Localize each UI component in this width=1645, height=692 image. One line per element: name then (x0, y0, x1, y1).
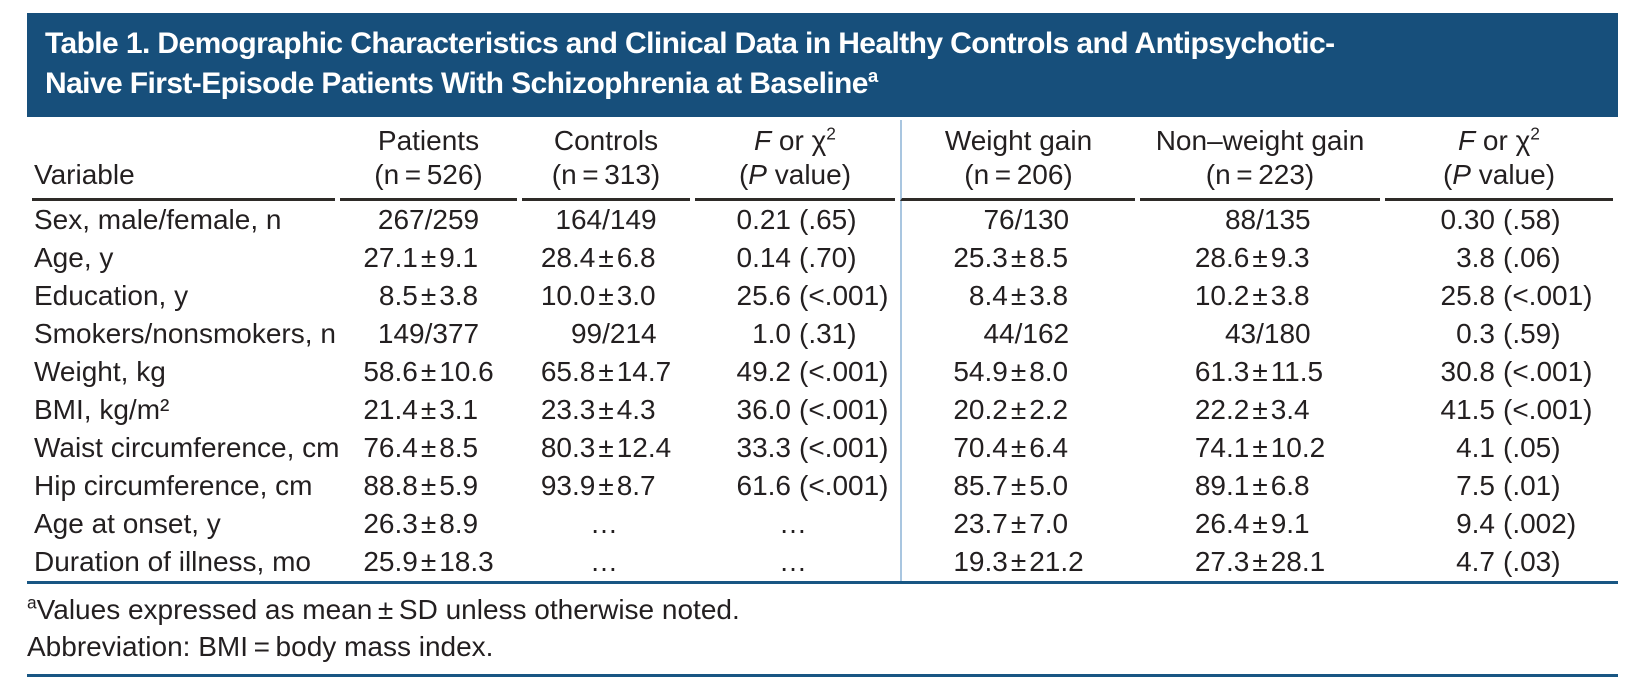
table-cell: 61.3 ±11.5 (1194, 356, 1324, 387)
table-title-line2: Naive First-Episode Patients With Schizo… (45, 65, 878, 100)
table-cell: 93.9 ±8.7 (540, 470, 656, 501)
table-cell: 49.2 (<.001) (736, 356, 889, 387)
row-label: Hip circumference, cm (34, 470, 313, 501)
table-title-line1: Table 1. Demographic Characteristics and… (45, 27, 1335, 60)
row-label: Duration of illness, mo (34, 546, 312, 577)
table-cell: 0.30 (.58) (1440, 204, 1561, 235)
table-cell: 58.6 ±10.6 (363, 356, 494, 387)
table-cell: 44/162 (900, 315, 1135, 353)
table-cell: 0.21 (.65) (736, 204, 857, 235)
column-header-f-chi2-right: F or χ2 (P value) (1385, 120, 1613, 201)
table-cell: 74.1 ±10.2 (1194, 432, 1326, 463)
table-cell: 23.7 ±7.0 (900, 505, 1135, 543)
table-cell: 89.1 ±6.8 (1194, 470, 1310, 501)
table-row: Smokers/nonsmokers, n 149/377 99/214 1.0 (.3… (32, 315, 1613, 353)
table-cell: … (779, 546, 811, 577)
column-header-non-weight-gain: Non–weight gain (n = 223) (1140, 120, 1380, 201)
column-header-weight-gain: Weight gain (n = 206) (900, 120, 1135, 201)
table-area: Variable Patients (n = 526) Controls (n = 31… (27, 120, 1618, 677)
row-label: Sex, male/female, n (34, 204, 282, 235)
table-cell: 10.2 ±3.8 (1194, 280, 1310, 311)
demographics-table: Variable Patients (n = 526) Controls (n = 31… (27, 120, 1618, 584)
table-cell: 21.4 ±3.1 (363, 394, 479, 425)
row-label: Smokers/nonsmokers, n (34, 318, 336, 349)
bottom-rule (27, 674, 1618, 677)
row-label: Weight, kg (34, 356, 166, 387)
table-row: BMI, kg/m² 21.4 ±3.1 23.3 ±4.3 36.0 (<.001) 20.… (32, 391, 1613, 429)
row-label: Age at onset, y (34, 508, 221, 539)
table-cell: 25.9 ±18.3 (363, 546, 494, 577)
table-cell: 61.6 (<.001) (736, 470, 889, 501)
table-cell: 267/259 (377, 204, 480, 235)
table-cell: 28.6 ±9.3 (1194, 242, 1310, 273)
table-cell: 76/130 (900, 201, 1135, 239)
table-cell: 25.8 (<.001) (1440, 280, 1593, 311)
table-cell: 19.3 ±21.2 (900, 543, 1135, 581)
table-cell: 88/135 (1224, 204, 1311, 235)
row-label: Age, y (34, 242, 114, 273)
table-cell: 36.0 (<.001) (736, 394, 889, 425)
table-cell: 41.5 (<.001) (1440, 394, 1593, 425)
table-cell: 4.1 (.05) (1456, 432, 1561, 463)
header-row: Variable Patients (n = 526) Controls (n = 31… (32, 120, 1613, 201)
column-header-patients: Patients (n = 526) (340, 120, 517, 201)
table-cell: 10.0 ±3.0 (540, 280, 656, 311)
table-cell: 25.6 (<.001) (736, 280, 889, 311)
table-cell: 43/180 (1224, 318, 1311, 349)
table-cell: 54.9 ±8.0 (900, 353, 1135, 391)
table-cell: 28.4 ±6.8 (540, 242, 656, 273)
table-row: Sex, male/female, n 267/259 164/149 0.21 (.6… (32, 201, 1613, 239)
table-cell: … (779, 508, 811, 539)
table-footnotes: aValues expressed as mean ± SD unless ot… (27, 591, 1618, 665)
table-row: Age at onset, y 26.3 ±8.9 … … 23.7 ±7.0 26.4 ±9.… (32, 505, 1613, 543)
table-cell: 22.2 ±3.4 (1194, 394, 1310, 425)
table-row: Waist circumference, cm 76.4 ±8.5 80.3 ±12.4… (32, 429, 1613, 467)
column-header-variable: Variable (32, 120, 335, 201)
column-header-f-chi2-left: F or χ2 (P value) (695, 120, 895, 201)
table-cell: 164/149 (555, 204, 657, 235)
table-row: Education, y 8.5 ±3.8 10.0 ±3.0 25.6 (<.001) 8.… (32, 277, 1613, 315)
table-cell: 65.8 ±14.7 (540, 356, 672, 387)
table-cell: 26.4 ±9.1 (1194, 508, 1310, 539)
table-cell: 76.4 ±8.5 (363, 432, 479, 463)
table-cell: 0.14 (.70) (736, 242, 857, 273)
row-label: Education, y (34, 280, 189, 311)
table-cell: 20.2 ±2.2 (900, 391, 1135, 429)
table-cell: 85.7 ±5.0 (900, 467, 1135, 505)
table-cell: 33.3 (<.001) (736, 432, 889, 463)
footnote-values-note: aValues expressed as mean ± SD unless ot… (27, 592, 740, 625)
table-cell: 23.3 ±4.3 (540, 394, 656, 425)
table-cell: 4.7 (.03) (1456, 546, 1561, 577)
table-cell: 70.4 ±6.4 (900, 429, 1135, 467)
table-cell: 88.8 ±5.9 (363, 470, 479, 501)
table-cell: 3.8 (.06) (1456, 242, 1561, 273)
table-row: Duration of illness, mo 25.9 ±18.3 … … 19.3 ±2… (32, 543, 1613, 581)
table-cell: … (590, 546, 622, 577)
table-cell: 149/377 (377, 318, 480, 349)
footnote-abbreviation: Abbreviation: BMI = body mass index. (27, 631, 494, 662)
row-label: BMI, kg/m² (34, 394, 170, 425)
table-cell: 9.4 (.002) (1456, 508, 1577, 539)
table-cell: 7.5 (.01) (1456, 470, 1561, 501)
table-cell: 8.5 ±3.8 (378, 280, 479, 311)
row-label: Waist circumference, cm (34, 432, 340, 463)
table-cell: 25.3 ±8.5 (900, 239, 1135, 277)
column-header-controls: Controls (n = 313) (522, 120, 690, 201)
table-cell: 0.3 (.59) (1456, 318, 1561, 349)
table-row: Hip circumference, cm 88.8 ±5.9 93.9 ±8.7 61.… (32, 467, 1613, 505)
table-cell: 27.3 ±28.1 (1194, 546, 1326, 577)
table-cell: 1.0 (.31) (752, 318, 857, 349)
table-cell: 27.1 ±9.1 (363, 242, 479, 273)
table-title-bar: Table 1. Demographic Characteristics and… (27, 13, 1618, 117)
table-cell: 8.4 ±3.8 (900, 277, 1135, 315)
table-cell: … (590, 508, 622, 539)
table-cell: 26.3 ±8.9 (363, 508, 479, 539)
table-cell: 30.8 (<.001) (1440, 356, 1593, 387)
table-row: Weight, kg 58.6 ±10.6 65.8 ±14.7 49.2 (<.001) 5… (32, 353, 1613, 391)
table-cell: 80.3 ±12.4 (540, 432, 672, 463)
table-row: Age, y 27.1 ±9.1 28.4 ±6.8 0.14 (.70) 25.3 ±8.5 2… (32, 239, 1613, 277)
table-cell: 99/214 (570, 318, 657, 349)
